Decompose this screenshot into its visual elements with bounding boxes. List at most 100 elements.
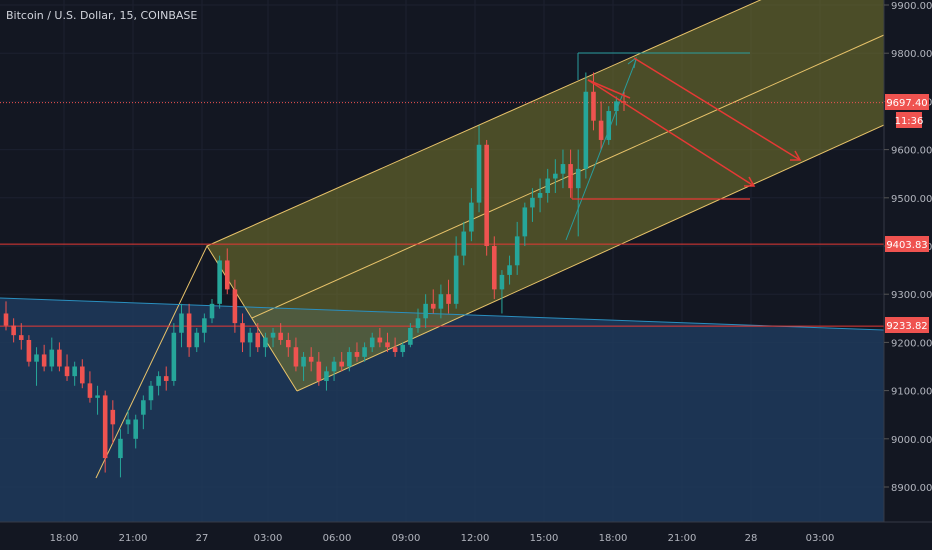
candle-body	[247, 332, 253, 343]
candle-body	[125, 419, 131, 425]
y-tick-label: 9600.00	[891, 146, 932, 157]
last-price-tag: 9697.40 11:36	[885, 94, 929, 128]
x-tick-label: 21:00	[668, 533, 697, 544]
x-tick-label: 06:00	[323, 533, 352, 544]
candle-body	[141, 400, 146, 415]
y-tick-label: 9900.00	[891, 1, 932, 12]
candle-body	[278, 332, 283, 340]
y-tick-label: 9000.00	[891, 435, 932, 446]
candle-body	[11, 325, 16, 336]
candle-body	[293, 347, 299, 367]
candlestick-series	[3, 72, 627, 478]
projection-arrow-1	[633, 57, 801, 161]
candle-body	[232, 289, 238, 324]
candle-body	[217, 260, 222, 304]
candle-body	[377, 337, 383, 343]
x-tick-label: 15:00	[530, 533, 559, 544]
y-tick-label: 9800.00	[891, 49, 932, 60]
candle-body	[476, 144, 482, 203]
candle-body	[492, 246, 497, 290]
candle-body	[598, 120, 604, 140]
candle-body	[263, 337, 268, 348]
candle-body	[583, 91, 589, 169]
candle-body	[392, 347, 398, 353]
candle-body	[560, 164, 566, 174]
candle-body	[423, 303, 428, 319]
candle-body	[461, 231, 467, 256]
candle-body	[408, 327, 413, 345]
x-tick-label: 09:00	[392, 533, 421, 544]
candle-body	[156, 376, 161, 386]
projection-drawings	[565, 52, 802, 241]
candle-body	[369, 337, 375, 348]
candle-body	[308, 356, 314, 362]
candle-body	[26, 339, 32, 362]
x-tick-label: 27	[196, 533, 209, 544]
x-tick-label: 18:00	[50, 533, 79, 544]
level-2-label: 9233.82	[886, 321, 927, 332]
candle-body	[324, 371, 329, 381]
x-tick-label: 18:00	[599, 533, 628, 544]
candle-body	[553, 173, 558, 179]
candle-body	[385, 342, 390, 348]
candle-body	[400, 344, 406, 353]
candle-body	[362, 347, 367, 357]
candle-body	[102, 395, 108, 459]
level-1-label: 9403.83	[886, 240, 927, 251]
chart-title: Bitcoin / U.S. Dollar, 15, COINBASE	[6, 9, 197, 22]
target-arrowhead	[627, 56, 637, 69]
candle-body	[537, 192, 543, 198]
channel-upper-line	[206, 0, 762, 247]
candle-body	[95, 395, 100, 398]
candle-body	[255, 332, 261, 348]
candle-body	[3, 313, 9, 326]
level-tag-9233: 9233.82	[885, 317, 929, 333]
candle-body	[499, 274, 505, 290]
parallel-channel-fill	[207, 0, 884, 391]
candle-body	[530, 197, 535, 208]
candle-body	[179, 313, 184, 333]
candle-body	[18, 335, 24, 340]
candle-body	[72, 366, 77, 377]
candle-body	[354, 352, 360, 357]
candle-body	[194, 332, 200, 348]
candle-body	[415, 318, 421, 328]
price-axis[interactable]	[884, 0, 932, 522]
candle-body	[270, 332, 276, 338]
x-tick-label: 03:00	[254, 533, 283, 544]
candle-body	[148, 385, 154, 401]
time-axis-ticks: 18:00 21:00 27 03:00 06:00 09:00 12:00 15:00 18:…	[50, 533, 835, 544]
descending-trendline	[0, 297, 885, 331]
candle-body	[171, 332, 177, 381]
candle-body	[347, 352, 352, 367]
x-tick-label: 28	[745, 533, 758, 544]
candle-body	[545, 178, 550, 193]
candle-body	[209, 303, 215, 319]
candle-body	[224, 260, 230, 290]
channel-median-line	[251, 34, 885, 319]
candle-body	[64, 366, 70, 377]
candle-body	[240, 323, 245, 343]
last-price-label: 9697.40	[886, 98, 927, 109]
y-tick-label: 9300.00	[891, 290, 932, 301]
projection-arrow-2	[587, 79, 755, 187]
y-tick-label: 8900.00	[891, 483, 932, 494]
time-axis[interactable]	[0, 522, 932, 550]
x-tick-label: 12:00	[461, 533, 490, 544]
candle-body	[316, 361, 322, 381]
candle-body	[331, 361, 337, 372]
candle-body	[163, 376, 169, 381]
candle-body	[118, 438, 123, 459]
candle-body	[438, 294, 444, 309]
candle-body	[514, 236, 520, 266]
candle-body	[591, 91, 596, 121]
candle-body	[575, 168, 581, 189]
candle-body	[446, 294, 451, 304]
candle-body	[469, 202, 474, 232]
candle-body	[80, 366, 85, 384]
candle-body	[34, 354, 39, 362]
x-tick-label: 21:00	[119, 533, 148, 544]
projection-arrowhead-2	[744, 176, 756, 187]
